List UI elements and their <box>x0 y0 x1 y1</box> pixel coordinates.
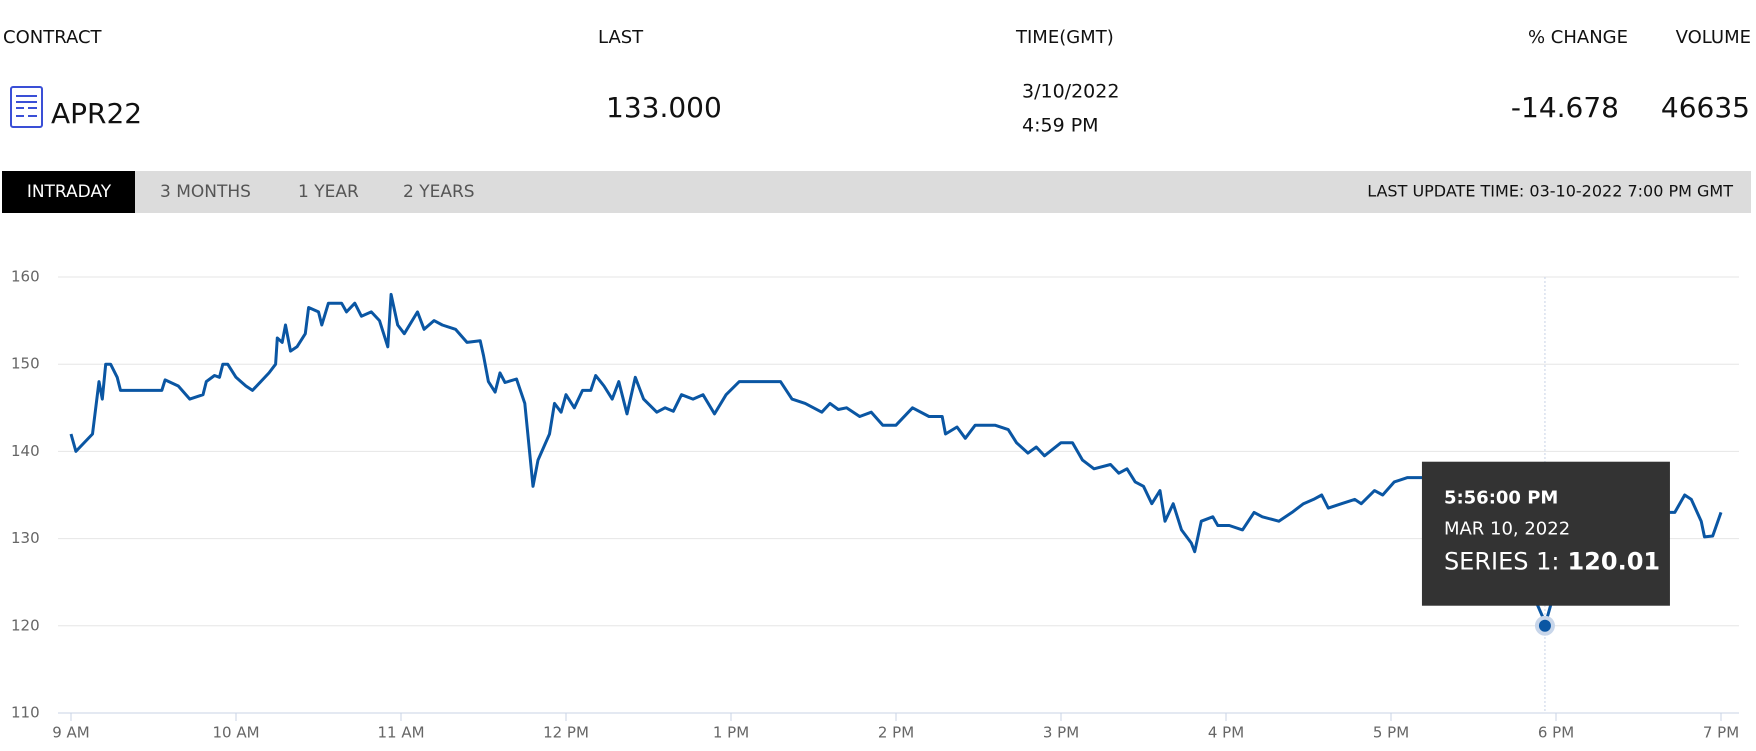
chart: 110 120 130 140 150 160 9 AM 10 AM 11 AM 12 PM 1 P… <box>11 268 1739 742</box>
tab[interactable]: INTRADAY <box>27 182 112 202</box>
tab-active[interactable] <box>2 171 135 213</box>
x-tick-label: 12 PM <box>543 724 589 742</box>
tooltip-time: 5:56:00 PM <box>1444 488 1558 509</box>
tab[interactable]: 1 YEAR <box>298 182 359 202</box>
trade-time: 4:59 PM <box>1022 115 1099 137</box>
volume: 46635 <box>1661 91 1750 124</box>
y-tick-label: 120 <box>11 616 40 634</box>
price-line <box>69 292 1723 628</box>
percent-change: -14.678 <box>1511 91 1619 124</box>
last-label: LAST <box>598 27 644 48</box>
tab[interactable]: 2 YEARS <box>403 182 475 202</box>
change-label: % CHANGE <box>1528 27 1628 48</box>
x-tick-label: 11 AM <box>377 724 424 742</box>
contract-icon <box>10 86 43 128</box>
volume-label: VOLUME <box>1676 27 1751 48</box>
tab-bar <box>2 171 1751 213</box>
y-tick-label: 160 <box>11 268 40 286</box>
y-tick-label: 110 <box>11 704 40 722</box>
contract: APR22 <box>51 97 142 130</box>
x-tick-label: 5 PM <box>1373 724 1409 742</box>
x-tick-label: 6 PM <box>1538 724 1574 742</box>
x-tick-label: 3 PM <box>1043 724 1079 742</box>
x-tick-label: 1 PM <box>713 724 749 742</box>
tab[interactable]: 3 MONTHS <box>160 182 251 202</box>
last-update: LAST UPDATE TIME: 03-10-2022 7:00 PM GMT <box>1367 182 1733 201</box>
last-price: 133.000 <box>606 91 722 124</box>
x-tick-label: 7 PM <box>1703 724 1739 742</box>
trade-date: 3/10/2022 <box>1022 81 1119 103</box>
tooltip-date: MAR 10, 2022 <box>1444 519 1570 540</box>
x-tick-label: 2 PM <box>878 724 914 742</box>
tooltip-series: SERIES 1: 120.01 <box>1444 548 1660 576</box>
tooltip-series-label: SERIES 1: <box>1444 548 1560 576</box>
tooltip-value: 120.01 <box>1567 548 1660 576</box>
hover-point <box>1538 619 1551 632</box>
y-tick-label: 150 <box>11 355 40 373</box>
contract-label: CONTRACT <box>3 27 103 48</box>
x-tick-label: 4 PM <box>1208 724 1244 742</box>
y-tick-label: 140 <box>11 442 40 460</box>
time-label: TIME(GMT) <box>1015 27 1114 48</box>
x-tick-label: 10 AM <box>212 724 259 742</box>
y-tick-label: 130 <box>11 529 40 547</box>
tooltip <box>1421 461 1670 606</box>
x-tick-label: 9 AM <box>52 724 90 742</box>
